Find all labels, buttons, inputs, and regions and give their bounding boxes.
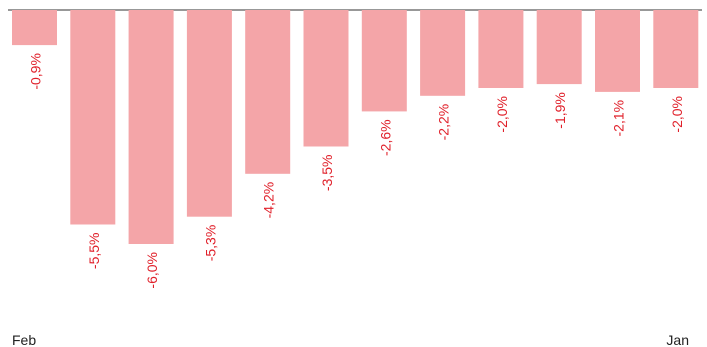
- bars-group: [12, 10, 699, 244]
- bar-feb: [12, 10, 57, 46]
- bar-may: [186, 10, 232, 217]
- data-label-jan: -2,0%: [669, 96, 685, 133]
- data-label-oct: -2,0%: [494, 96, 510, 133]
- x-tick-label-first: Feb: [12, 332, 36, 347]
- data-label-may: -5,3%: [202, 225, 218, 262]
- data-label-apr: -6,0%: [144, 252, 160, 289]
- data-label-sep: -2,2%: [436, 104, 452, 141]
- x-tick-label-last: Jan: [666, 332, 689, 347]
- bar-mar: [70, 10, 116, 225]
- bar-jun: [245, 10, 291, 174]
- data-label-jun: -4,2%: [261, 182, 277, 219]
- data-label-aug: -2,6%: [377, 119, 393, 156]
- data-label-nov: -1,9%: [552, 92, 568, 129]
- bar-aug: [361, 10, 407, 112]
- bar-jan: [653, 10, 699, 88]
- data-labels-group: -0,9% -5,5% -6,0% -5,3% -4,2% -3,5% -2,6% -2,2%…: [28, 53, 685, 288]
- data-label-jul: -3,5%: [319, 155, 335, 192]
- bar-nov: [536, 10, 582, 85]
- bar-apr: [128, 10, 174, 244]
- data-label-dec: -2,1%: [611, 100, 627, 137]
- bar-oct: [478, 10, 524, 88]
- bar-sep: [420, 10, 466, 96]
- bar-jul: [303, 10, 349, 147]
- bar-dec: [595, 10, 640, 92]
- data-label-mar: -5,5%: [86, 233, 102, 270]
- data-label-feb: -0,9%: [28, 53, 44, 90]
